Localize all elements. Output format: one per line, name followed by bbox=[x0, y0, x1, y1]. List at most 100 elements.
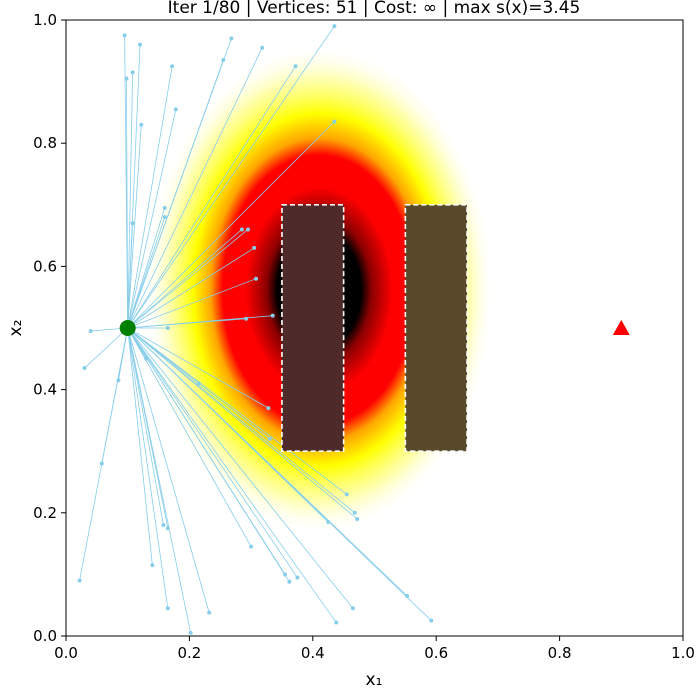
tree-vertex bbox=[260, 45, 265, 50]
tree-vertex bbox=[130, 221, 135, 226]
tree-vertex bbox=[162, 205, 167, 210]
tree-vertices bbox=[77, 24, 434, 635]
chart-title: Iter 1/80 | Vertices: 51 | Cost: ∞ | max… bbox=[168, 0, 581, 18]
tree-edge bbox=[127, 327, 354, 609]
tree-vertex bbox=[99, 461, 104, 466]
tree-vertex bbox=[429, 618, 434, 623]
tree-vertex bbox=[130, 70, 135, 75]
tree-vertex bbox=[165, 326, 170, 330]
y-tick-label: 0.6 bbox=[33, 257, 57, 275]
tree-vertex bbox=[138, 42, 143, 47]
tree-edge bbox=[127, 216, 166, 329]
obstacle-2 bbox=[404, 204, 468, 452]
y-axis-ticks: 0.0 0.2 0.4 0.6 0.8 1.0 bbox=[33, 11, 66, 645]
y-axis-label: x₂ bbox=[6, 320, 26, 337]
tree-vertex bbox=[170, 64, 175, 69]
tree-vertex bbox=[352, 510, 357, 515]
x-axis-ticks: 0.0 0.2 0.4 0.6 0.8 1.0 bbox=[54, 636, 695, 662]
tree-vertex bbox=[405, 593, 410, 598]
tree-vertex bbox=[161, 523, 166, 528]
tree-vertex bbox=[252, 245, 257, 250]
tree-edge bbox=[127, 65, 296, 329]
tree-edge bbox=[127, 109, 177, 329]
tree-vertex bbox=[77, 578, 82, 583]
tree-edge bbox=[127, 47, 263, 329]
tree-edge bbox=[126, 78, 129, 329]
tree-edge bbox=[127, 278, 257, 329]
tree-edge bbox=[127, 121, 335, 329]
tree-edge bbox=[127, 327, 358, 520]
tree-vertex bbox=[150, 563, 155, 568]
x-tick-label: 1.0 bbox=[671, 644, 695, 662]
tree-edge bbox=[84, 327, 128, 369]
tree-vertex bbox=[267, 436, 272, 441]
tree-edge bbox=[127, 72, 134, 329]
tree-vertex bbox=[332, 119, 337, 124]
y-tick-label: 0.0 bbox=[33, 627, 57, 645]
tree-edge bbox=[127, 66, 173, 329]
tree-edge bbox=[127, 327, 347, 495]
tree-edge bbox=[127, 327, 269, 409]
tree-vertex bbox=[139, 122, 144, 127]
tree-edge bbox=[127, 327, 337, 623]
tree-vertex bbox=[283, 572, 288, 577]
tree-vertex bbox=[207, 610, 212, 615]
tree-vertex bbox=[332, 24, 337, 29]
tree-edge bbox=[127, 327, 164, 526]
tree-vertex bbox=[124, 76, 129, 81]
tree-edge bbox=[127, 327, 432, 621]
tree-vertex bbox=[249, 544, 254, 549]
x-tick-label: 0.4 bbox=[301, 644, 325, 662]
tree-vertex bbox=[162, 215, 167, 220]
tree-vertex bbox=[82, 366, 87, 371]
tree-vertex bbox=[221, 58, 226, 63]
tree-vertex bbox=[88, 329, 93, 334]
tree-vertex bbox=[196, 381, 201, 386]
tree-edge bbox=[127, 327, 298, 578]
tree-edge bbox=[127, 327, 210, 613]
tree-edge bbox=[127, 327, 169, 609]
tree-edge bbox=[127, 38, 232, 329]
tree-edge bbox=[79, 327, 129, 581]
tree-vertex bbox=[244, 316, 249, 321]
tree-edge bbox=[127, 207, 166, 329]
tree-vertex bbox=[229, 36, 234, 41]
tree-vertex bbox=[116, 378, 121, 383]
tree-edge bbox=[127, 327, 153, 566]
y-tick-label: 0.4 bbox=[33, 381, 57, 399]
tree-edge bbox=[127, 327, 192, 634]
tree-edge bbox=[127, 327, 356, 514]
tree-edge bbox=[127, 318, 247, 329]
start-marker bbox=[119, 320, 136, 336]
tree-vertex bbox=[246, 227, 251, 232]
x-tick-label: 0.8 bbox=[548, 644, 572, 662]
tree-vertex bbox=[144, 356, 149, 361]
tree-vertex bbox=[254, 276, 259, 281]
x-tick-label: 0.0 bbox=[54, 644, 78, 662]
tree-vertex bbox=[326, 520, 331, 525]
tree-edge bbox=[127, 223, 134, 329]
tree-edge bbox=[127, 247, 255, 329]
tree-vertex bbox=[239, 227, 244, 232]
tree-vertex bbox=[355, 516, 360, 521]
y-tick-label: 1.0 bbox=[33, 11, 57, 29]
tree-edge bbox=[127, 124, 142, 329]
tree-vertex bbox=[165, 526, 170, 531]
tree-vertex bbox=[122, 33, 127, 38]
tree-edges bbox=[79, 25, 432, 634]
tree-edge bbox=[127, 229, 249, 329]
x-tick-label: 0.2 bbox=[177, 644, 201, 662]
tree-vertex bbox=[344, 492, 349, 497]
tree-vertex bbox=[266, 406, 271, 411]
tree-vertex bbox=[334, 620, 339, 625]
tree-edge bbox=[127, 327, 252, 547]
tree-vertex bbox=[295, 575, 300, 580]
tree-vertex bbox=[173, 107, 178, 112]
tree-vertex bbox=[287, 579, 292, 584]
obstacles bbox=[281, 204, 468, 452]
x-axis-label: x₁ bbox=[366, 670, 383, 690]
goal-marker bbox=[612, 320, 630, 335]
x-tick-label: 0.6 bbox=[424, 644, 448, 662]
tree-vertex bbox=[350, 606, 355, 611]
